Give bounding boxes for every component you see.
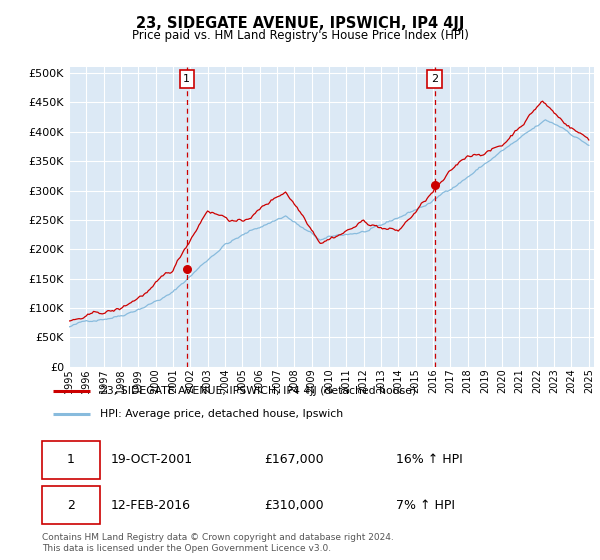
Text: 2: 2	[431, 74, 438, 84]
Text: 16% ↑ HPI: 16% ↑ HPI	[396, 453, 463, 466]
Text: Contains HM Land Registry data © Crown copyright and database right 2024.
This d: Contains HM Land Registry data © Crown c…	[42, 533, 394, 553]
Text: 1: 1	[184, 74, 190, 84]
Text: 2: 2	[67, 499, 75, 512]
Text: 7% ↑ HPI: 7% ↑ HPI	[396, 499, 455, 512]
Point	[430, 180, 439, 189]
FancyBboxPatch shape	[42, 441, 100, 479]
Text: 12-FEB-2016: 12-FEB-2016	[110, 499, 191, 512]
Text: £167,000: £167,000	[264, 453, 323, 466]
Text: 23, SIDEGATE AVENUE, IPSWICH, IP4 4JJ: 23, SIDEGATE AVENUE, IPSWICH, IP4 4JJ	[136, 16, 464, 31]
Text: HPI: Average price, detached house, Ipswich: HPI: Average price, detached house, Ipsw…	[100, 409, 343, 419]
Text: 19-OCT-2001: 19-OCT-2001	[110, 453, 193, 466]
Text: 1: 1	[67, 453, 75, 466]
Text: £310,000: £310,000	[264, 499, 323, 512]
Text: 23, SIDEGATE AVENUE, IPSWICH, IP4 4JJ (detached house): 23, SIDEGATE AVENUE, IPSWICH, IP4 4JJ (d…	[100, 386, 416, 396]
FancyBboxPatch shape	[42, 486, 100, 524]
Point	[182, 264, 191, 273]
Text: Price paid vs. HM Land Registry's House Price Index (HPI): Price paid vs. HM Land Registry's House …	[131, 29, 469, 42]
